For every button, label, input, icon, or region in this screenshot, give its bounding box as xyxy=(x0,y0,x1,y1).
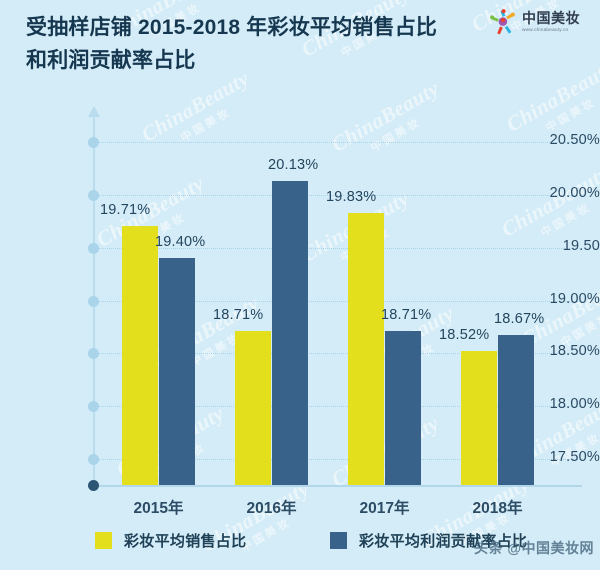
y-axis-arrow-icon xyxy=(88,106,100,117)
bar-profit-2018年 xyxy=(498,335,534,485)
bar-sales-2018年 xyxy=(461,351,497,485)
gridline xyxy=(99,142,582,144)
y-axis-tick-dot xyxy=(88,190,99,202)
gridline xyxy=(99,405,582,408)
bar-value-label: 19.71% xyxy=(100,201,151,218)
legend-swatch-sales xyxy=(95,532,112,549)
y-axis-tick-label: 20.00% xyxy=(549,185,600,202)
y-axis-tick-dot xyxy=(88,242,99,254)
y-axis-tick-label: 18.00% xyxy=(549,395,600,412)
y-axis-tick-dot xyxy=(88,400,99,412)
brand-name: 中国美妆 xyxy=(522,10,580,26)
legend-item-sales[interactable]: 彩妆平均销售占比 xyxy=(95,530,246,551)
gridline xyxy=(99,195,582,197)
bar-profit-2017年 xyxy=(385,331,421,485)
attribution-watermark: 头条 @中国美妆网 xyxy=(473,540,594,556)
y-axis-tick-dot xyxy=(88,137,99,149)
gridline xyxy=(99,353,582,355)
x-axis-tick-label: 2015年 xyxy=(133,500,184,517)
x-axis-tick-label: 2016年 xyxy=(246,500,297,517)
y-axis-tick-label: 17.50% xyxy=(549,448,600,465)
legend-swatch-profit xyxy=(330,532,347,549)
bar-sales-2016年 xyxy=(235,331,271,485)
bar-value-label: 19.40% xyxy=(155,234,206,251)
legend-label: 彩妆平均销售占比 xyxy=(124,533,247,550)
axis-origin-dot xyxy=(88,480,99,491)
brand-wordmark: 中国美妆 www.chinabeauty.cn xyxy=(522,11,580,33)
brand-logo: 中国美妆 www.chinabeauty.cn xyxy=(488,4,592,40)
y-axis-tick-label: 19.00% xyxy=(549,290,600,307)
chart-header: 受抽样店铺 2015-2018 年彩妆平均销售占比和利润贡献率占比 xyxy=(0,0,600,104)
gridline xyxy=(99,300,582,303)
bar-value-label: 18.67% xyxy=(494,311,545,328)
bar-value-label: 18.71% xyxy=(213,307,264,324)
y-axis-tick-label: 20.50% xyxy=(549,132,600,149)
x-axis-tick-label: 2018年 xyxy=(472,500,523,517)
y-axis-tick-dot xyxy=(88,453,99,465)
y-axis-tick-dot xyxy=(88,348,99,360)
y-axis-tick-dot xyxy=(88,295,99,307)
bar-sales-2015年 xyxy=(122,225,158,485)
gridline xyxy=(99,458,582,461)
brand-url: www.chinabeauty.cn xyxy=(522,27,569,33)
bar-value-label: 18.52% xyxy=(439,327,490,344)
starburst-people-logo-icon xyxy=(488,7,518,37)
bar-profit-2015年 xyxy=(159,258,195,485)
chart-legend: 彩妆平均销售占比 彩妆平均利润贡献率占比 xyxy=(0,520,600,560)
legend-label: 彩妆平均利润贡献率占比 xyxy=(359,533,528,550)
gridline xyxy=(99,247,582,250)
page-title: 受抽样店铺 2015-2018 年彩妆平均销售占比和利润贡献率占比 xyxy=(26,16,438,72)
y-axis-tick-label: 19.50 xyxy=(562,237,600,254)
bar-chart-plot: 20.50% 20.00% 19.50 19.00% 18.50% 18.00% 17.50… xyxy=(0,104,600,517)
bar-profit-2016年 xyxy=(272,181,308,485)
x-axis-tick-label: 2017年 xyxy=(359,500,410,517)
bar-sales-2017年 xyxy=(348,212,384,485)
bar-value-label: 19.83% xyxy=(326,188,377,205)
y-axis-tick-label: 18.50% xyxy=(549,343,600,360)
bar-value-label: 18.71% xyxy=(381,307,432,324)
bar-value-label: 20.13% xyxy=(268,157,319,174)
legend-item-profit[interactable]: 彩妆平均利润贡献率占比 xyxy=(330,530,527,551)
x-axis-line xyxy=(93,485,582,487)
